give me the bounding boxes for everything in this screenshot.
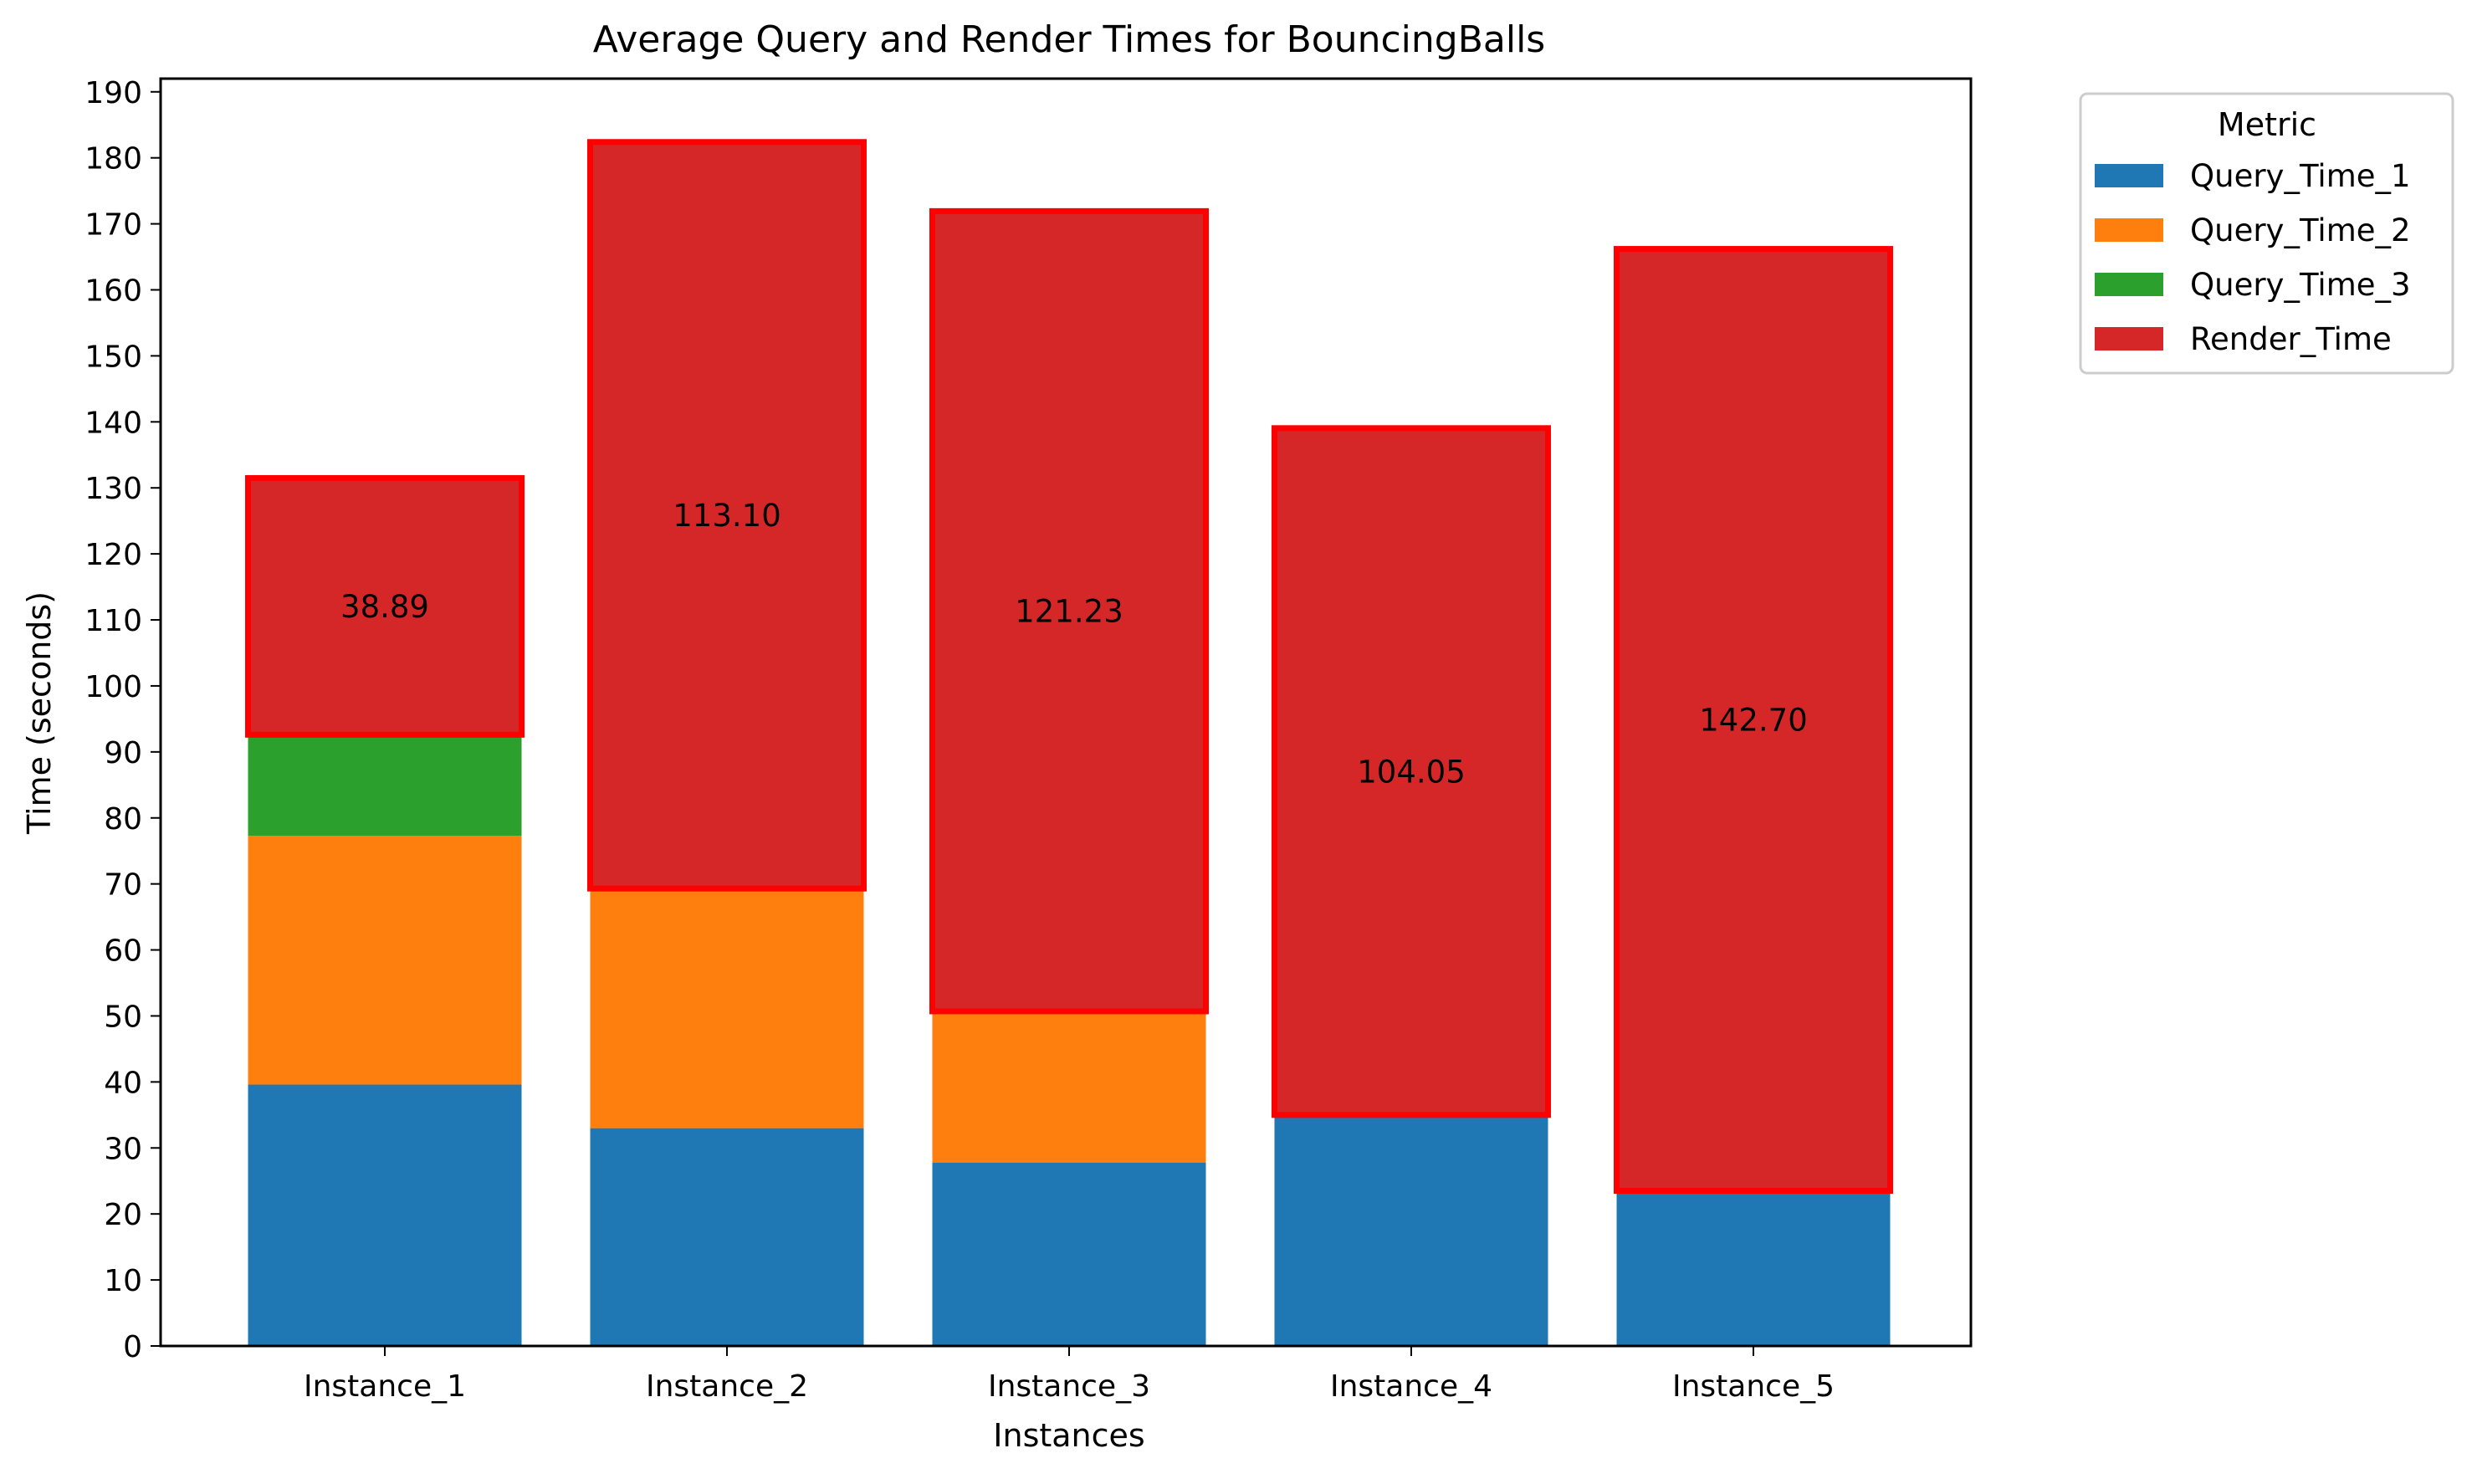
bar-query-time-2-instance-2 bbox=[590, 888, 864, 1128]
legend-label-query-time-2: Query_Time_2 bbox=[2190, 212, 2411, 248]
y-tick-label-150: 150 bbox=[84, 340, 142, 374]
legend-swatch-query-time-2 bbox=[2095, 218, 2163, 242]
y-tick-label-160: 160 bbox=[84, 274, 142, 309]
legend-label-query-time-1: Query_Time_1 bbox=[2190, 158, 2411, 194]
chart-title: Average Query and Render Times for Bounc… bbox=[593, 18, 1545, 61]
x-tick-label-instance-3: Instance_3 bbox=[988, 1369, 1150, 1404]
y-tick-label-30: 30 bbox=[104, 1132, 142, 1166]
y-tick-label-130: 130 bbox=[84, 472, 142, 506]
bar-render-time-instance-2 bbox=[587, 139, 867, 892]
y-tick-label-90: 90 bbox=[104, 736, 142, 770]
x-tick-label-instance-4: Instance_4 bbox=[1330, 1369, 1492, 1404]
bar-render-time-instance-4 bbox=[1272, 425, 1551, 1118]
bar-query-time-2-instance-3 bbox=[932, 1011, 1206, 1163]
legend-box bbox=[2079, 92, 2454, 375]
y-tick-label-120: 120 bbox=[84, 538, 142, 572]
bar-query-time-2-instance-1 bbox=[248, 836, 522, 1085]
data-label-instance-4: 104.05 bbox=[1357, 754, 1465, 790]
legend-title: Metric bbox=[2218, 106, 2316, 143]
legend: Metric Query_Time_1 Query_Time_2 Query_Tim… bbox=[2079, 92, 2454, 375]
bar-query-time-1-instance-4 bbox=[1274, 1114, 1548, 1346]
y-tick-label-170: 170 bbox=[84, 208, 142, 243]
bar-query-time-3-instance-1 bbox=[248, 734, 522, 837]
x-tick-label-instance-2: Instance_2 bbox=[646, 1369, 808, 1404]
y-tick-label-70: 70 bbox=[104, 868, 142, 903]
y-tick-label-140: 140 bbox=[84, 406, 142, 440]
bars-layer bbox=[245, 139, 1893, 1346]
x-axis-label: Instances bbox=[993, 1417, 1144, 1454]
data-label-instance-3: 121.23 bbox=[1015, 594, 1123, 630]
y-tick-label-80: 80 bbox=[104, 802, 142, 837]
y-axis-label: Time (seconds) bbox=[21, 591, 58, 835]
y-axis: 0 10 20 30 40 50 60 70 80 90 100 110 120 130 140 150 160… bbox=[84, 76, 161, 1364]
y-tick-label-20: 20 bbox=[104, 1198, 142, 1232]
y-tick-label-40: 40 bbox=[104, 1066, 142, 1100]
y-tick-label-100: 100 bbox=[84, 670, 142, 704]
y-tick-label-0: 0 bbox=[123, 1330, 142, 1364]
legend-label-query-time-3: Query_Time_3 bbox=[2190, 267, 2411, 303]
y-tick-label-10: 10 bbox=[104, 1264, 142, 1298]
bar-render-time-instance-1 bbox=[245, 474, 525, 738]
bar-render-time-instance-5 bbox=[1614, 246, 1893, 1195]
y-tick-label-190: 190 bbox=[84, 76, 142, 110]
x-tick-label-instance-1: Instance_1 bbox=[304, 1369, 466, 1404]
legend-swatch-query-time-3 bbox=[2095, 273, 2163, 296]
y-tick-label-180: 180 bbox=[84, 142, 142, 177]
x-axis: Instance_1 Instance_2 Instance_3 Instance_4… bbox=[304, 1346, 1835, 1404]
data-labels-layer: 38.89 113.10 121.23 104.05 142.70 bbox=[340, 498, 1808, 790]
bar-query-time-1-instance-3 bbox=[932, 1162, 1206, 1346]
bar-query-time-1-instance-1 bbox=[248, 1084, 522, 1346]
y-tick-label-110: 110 bbox=[84, 604, 142, 638]
data-label-instance-5: 142.70 bbox=[1699, 703, 1807, 739]
bar-render-time-instance-3 bbox=[929, 207, 1209, 1015]
bar-query-time-1-instance-5 bbox=[1616, 1190, 1891, 1346]
legend-label-render-time: Render_Time bbox=[2190, 321, 2392, 357]
legend-swatch-query-time-1 bbox=[2095, 164, 2163, 187]
data-label-instance-1: 38.89 bbox=[340, 589, 429, 625]
x-tick-label-instance-5: Instance_5 bbox=[1672, 1369, 1835, 1404]
legend-swatch-render-time bbox=[2095, 327, 2163, 351]
bar-query-time-1-instance-2 bbox=[590, 1128, 864, 1346]
y-tick-label-60: 60 bbox=[104, 934, 142, 969]
y-tick-label-50: 50 bbox=[104, 1000, 142, 1034]
plot-frame bbox=[159, 77, 1973, 1348]
data-label-instance-2: 113.10 bbox=[673, 498, 780, 534]
